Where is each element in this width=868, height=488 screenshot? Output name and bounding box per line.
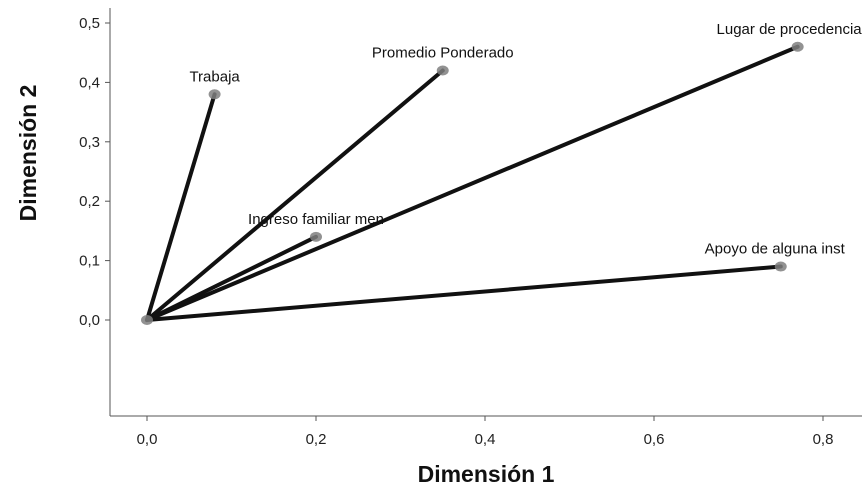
x-tick-label: 0,0 <box>137 431 158 448</box>
y-tick-label: 0,2 <box>79 193 100 210</box>
vector-line <box>145 68 445 322</box>
y-tick-label: 0,5 <box>79 15 100 32</box>
y-tick-label: 0,4 <box>79 74 100 91</box>
point-labels: Trabaja Promedio Ponderado Lugar de proced… <box>189 21 862 258</box>
data-point <box>436 65 449 76</box>
x-tick-label: 0,8 <box>813 431 834 448</box>
vectors <box>145 44 800 322</box>
point-label: Lugar de procedencia <box>717 21 863 38</box>
vector-line <box>145 44 800 322</box>
data-point <box>791 41 804 52</box>
data-point <box>310 231 322 242</box>
vector-line <box>145 234 318 322</box>
origin-point <box>141 315 153 325</box>
x-tick-label: 0,2 <box>306 431 327 448</box>
y-tick-label: 0,0 <box>79 312 100 329</box>
x-axis-title: Dimensión 1 <box>418 461 555 487</box>
data-point <box>774 261 787 272</box>
vector-line <box>145 92 217 322</box>
y-tick-label: 0,1 <box>79 253 100 270</box>
point-label: Ingreso familiar men <box>248 211 384 228</box>
data-point <box>208 89 221 100</box>
y-axis-title: Dimensión 2 <box>15 85 41 222</box>
point-label: Promedio Ponderado <box>372 45 514 62</box>
x-tick-label: 0,6 <box>644 431 665 448</box>
axes: 0,0 0,1 0,2 0,3 0,4 0,5 0,0 0,2 0,4 0,6 0,8 <box>79 8 862 448</box>
point-label: Apoyo de alguna inst <box>705 241 846 258</box>
x-tick-label: 0,4 <box>475 431 496 448</box>
y-tick-label: 0,3 <box>79 134 100 151</box>
vector-line <box>145 264 783 322</box>
point-label: Trabaja <box>189 68 240 85</box>
points <box>141 41 804 325</box>
